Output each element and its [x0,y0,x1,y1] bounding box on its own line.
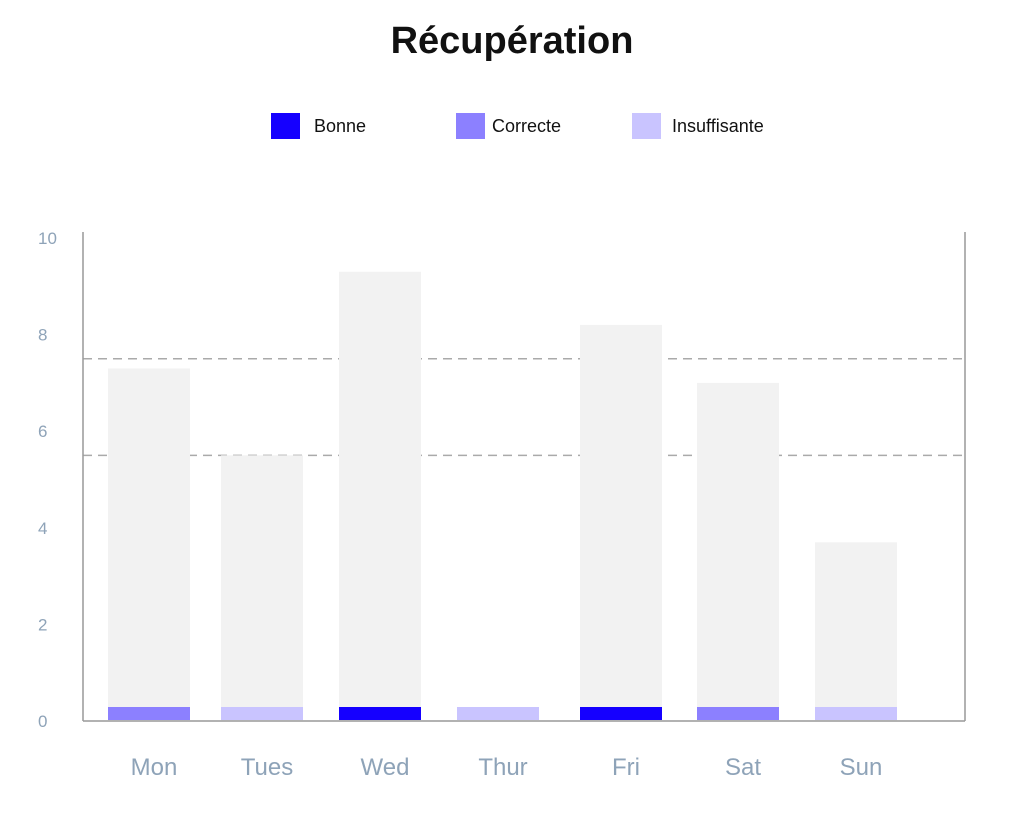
y-tick-label-8: 8 [38,326,47,345]
bar-base-sat [697,707,779,720]
y-tick-label-10: 10 [38,229,57,248]
bar-wed [339,271,421,721]
y-tick-label-4: 4 [38,519,47,538]
y-tick-label-0: 0 [38,712,47,731]
bar-base-tues [221,707,303,720]
bar-base-wed [339,707,421,720]
legend-swatch-correcte [456,113,485,139]
bar-base-sun [815,707,897,720]
legend-swatch-insuffisante [632,113,661,139]
legend-label-bonne: Bonne [314,115,367,136]
legend-item-insuffisante: Insuffisante [632,111,764,141]
bar-fri [580,324,662,721]
legend-label-correcte: Correcte [492,115,562,136]
legend-label-insuffisante: Insuffisante [672,115,764,136]
x-tick-label-fri: Fri [612,754,640,781]
legend-item-bonne: Bonne [271,111,366,141]
legend-item-correcte: Correcte [456,111,561,141]
legend: Bonne Correcte Insuffisante [0,111,1024,141]
legend-swatch-bonne [271,113,300,139]
bar-base-mon [108,707,190,720]
bar-sun [815,542,897,721]
bar-tues [221,455,303,721]
x-tick-label-thur: Thur [478,754,527,781]
y-tick-label-6: 6 [38,422,47,441]
x-tick-label-sun: Sun [840,754,883,781]
chart-title: Récupération [390,20,634,62]
y-tick-label-2: 2 [38,615,47,634]
x-tick-label-sat: Sat [725,754,761,781]
x-tick-label-mon: Mon [131,754,178,781]
x-tick-label-wed: Wed [361,754,410,781]
bar-base-fri [580,707,662,720]
x-tick-label-tues: Tues [241,754,293,781]
bar-sat [697,382,779,721]
bar-mon [108,368,190,721]
bar-base-thur [457,707,539,720]
